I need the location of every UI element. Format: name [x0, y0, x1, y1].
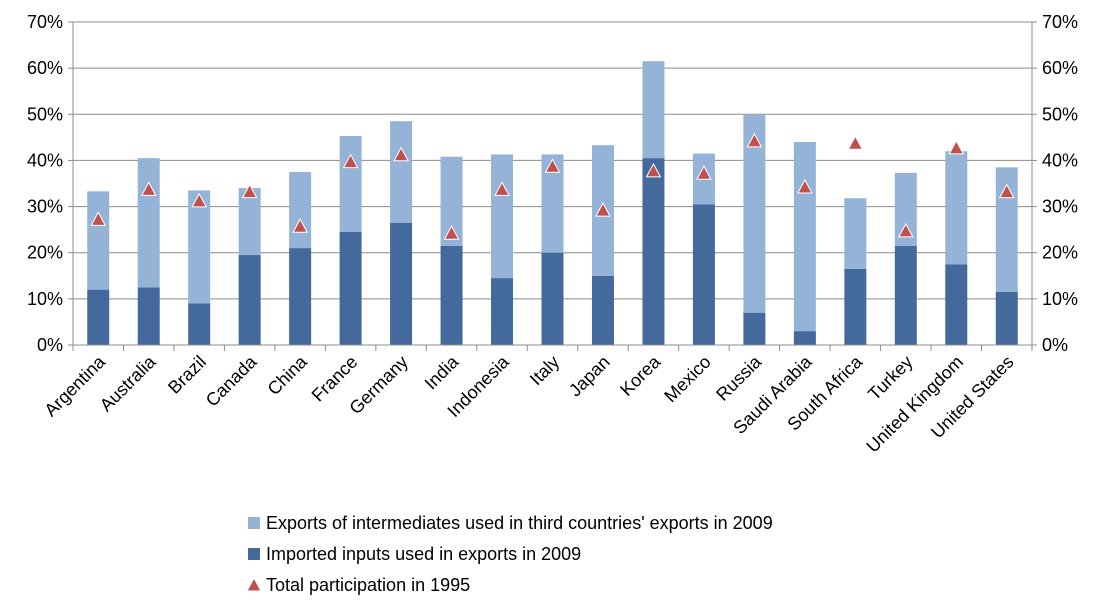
category-label: China [264, 351, 312, 399]
legend-label: Imported inputs used in exports in 2009 [266, 544, 581, 564]
legend-label: Exports of intermediates used in third c… [266, 513, 773, 533]
bar-segment [339, 135, 362, 232]
bar-segment [743, 312, 766, 345]
category-label: Italy [526, 352, 563, 389]
bar-segment [390, 121, 413, 223]
triangle-marker [292, 218, 308, 233]
bar-segment [137, 158, 160, 288]
y-tick-label-right: 40% [1042, 150, 1078, 170]
triangle-marker [746, 132, 763, 148]
bar-segment [793, 331, 816, 345]
bar-segment [995, 167, 1018, 292]
triangle-marker [494, 181, 510, 196]
bar-segment [894, 245, 917, 345]
y-tick-label-left: 50% [27, 104, 63, 124]
bar-segment [894, 172, 917, 246]
triangle-marker [847, 135, 864, 150]
category-label: Japan [565, 352, 614, 401]
bar-segment [945, 264, 968, 345]
triangle-marker [897, 222, 914, 238]
bar-segment [188, 303, 211, 345]
bar-segment [137, 287, 160, 345]
legend-marker [246, 576, 262, 592]
triangle-marker [645, 162, 662, 178]
bar-segment [289, 171, 312, 249]
bar-segment [289, 248, 312, 345]
legend: Exports of intermediates used in third c… [246, 513, 773, 595]
legend-swatch [248, 548, 260, 560]
y-tick-label-left: 60% [27, 58, 63, 78]
triangle-marker [191, 192, 208, 208]
bar-segment [440, 245, 463, 345]
y-tick-label-left: 70% [27, 12, 63, 32]
bar-segment [844, 198, 867, 269]
category-label: Canada [202, 351, 261, 410]
triangle-marker [797, 178, 813, 194]
bar-segment [188, 190, 211, 304]
y-tick-label-right: 30% [1042, 197, 1078, 217]
triangle-marker [544, 158, 561, 173]
bar-segment [995, 291, 1018, 345]
triangle-marker [342, 153, 359, 169]
bar-segment [87, 289, 110, 345]
triangle-marker [241, 183, 258, 199]
triangle-marker [948, 139, 965, 155]
y-tick-label-left: 0% [37, 335, 63, 355]
markers [90, 132, 1015, 240]
category-label: Korea [616, 351, 665, 400]
triangle-marker [393, 146, 409, 162]
bar-segment [793, 141, 816, 332]
bar-segment [591, 275, 614, 345]
category-label: Australia [96, 351, 160, 415]
legend-label: Total participation in 1995 [266, 575, 470, 595]
y-tick-label-right: 20% [1042, 243, 1078, 263]
bar-segment [642, 61, 665, 159]
bar-segment [339, 231, 362, 345]
category-label: Argentina [40, 351, 109, 420]
bar-segment [238, 255, 261, 345]
bar-segment [743, 114, 766, 313]
category-label: Brazil [164, 352, 210, 398]
bar-segment [541, 252, 564, 345]
y-tick-label-right: 0% [1042, 335, 1068, 355]
y-tick-label-right: 50% [1042, 104, 1078, 124]
triangle-marker [443, 225, 460, 240]
axes [68, 21, 1037, 351]
category-label: India [421, 351, 463, 393]
bar-segment [945, 151, 968, 265]
category-label: Mexico [660, 352, 714, 406]
y-tick-label-left: 20% [27, 243, 63, 263]
y-tick-label-left: 10% [27, 289, 63, 309]
y-tick-label-right: 10% [1042, 289, 1078, 309]
bar-segment [491, 278, 514, 345]
bar-segment [642, 158, 665, 345]
legend-swatch [248, 517, 260, 529]
bar-segment [491, 154, 514, 279]
y-tick-label-left: 40% [27, 150, 63, 170]
y-tick-label-right: 70% [1042, 12, 1078, 32]
bar-segment [692, 204, 715, 345]
bar-segment [541, 154, 564, 253]
y-tick-label-right: 60% [1042, 58, 1078, 78]
triangle-marker [595, 202, 611, 217]
bar-segment [440, 156, 463, 246]
bars [87, 61, 1018, 345]
triangle-marker [998, 183, 1015, 199]
bar-segment [844, 268, 867, 345]
y-tick-label-left: 30% [27, 197, 63, 217]
bar-segment [238, 188, 261, 256]
triangle-marker [696, 165, 712, 180]
bar-segment [390, 222, 413, 345]
triangle-marker [90, 211, 107, 226]
triangle-marker [140, 181, 157, 196]
bar-segment [87, 191, 110, 290]
